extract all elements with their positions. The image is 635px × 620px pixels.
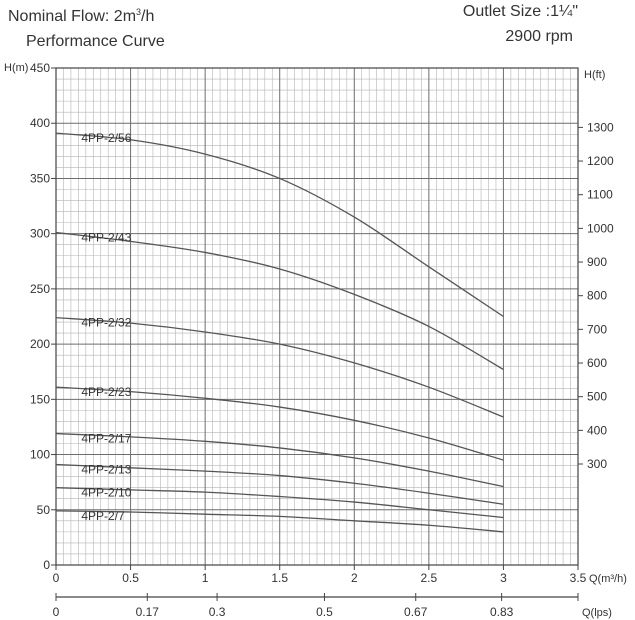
curve-4pp-2-10 xyxy=(55,487,504,519)
y-tick-label: 350 xyxy=(30,171,50,185)
curve-4pp-2-13 xyxy=(55,463,504,505)
nominal-flow-superscript: 3 xyxy=(136,7,142,17)
y2-tick-label: 1300 xyxy=(587,120,614,134)
curve-label-4pp-2-10: 4PP-2/10 xyxy=(81,486,131,500)
x-tick-label: 2 xyxy=(351,571,358,585)
x2-tick-label: 0.17 xyxy=(136,605,160,619)
x2-tick-label: 0.5 xyxy=(316,605,333,619)
y-tick-label: 250 xyxy=(30,282,50,296)
x-tick-label: 0 xyxy=(53,571,60,585)
curve-4pp-2-7 xyxy=(55,510,504,533)
y-tick-label: 0 xyxy=(43,558,50,572)
y-tick-label: 200 xyxy=(30,337,50,351)
curve-4pp-2-43 xyxy=(55,231,504,371)
nominal-flow-text: Nominal Flow: 2m xyxy=(8,8,137,25)
curve-labels: 4PP-2/56 4PP-2/43 4PP-2/32 4PP-2/23 4PP-2/17… xyxy=(81,131,131,523)
curve-4pp-2-56 xyxy=(55,132,504,318)
y2-tick-label: 1000 xyxy=(587,221,614,235)
curve-4pp-2-23 xyxy=(55,386,504,461)
plot-frame xyxy=(55,67,579,566)
grid-minor xyxy=(56,68,578,565)
tick-labels: 0501001502002503003504004503004005006007… xyxy=(30,61,614,619)
y-tick-label: 150 xyxy=(30,392,50,406)
x-axis-label: Q(m³/h) xyxy=(589,573,627,585)
y2-tick-label: 300 xyxy=(587,457,607,471)
x2-tick-label: 0.83 xyxy=(490,605,514,619)
y2-tick-label: 800 xyxy=(587,289,607,303)
x-tick-label: 0.5 xyxy=(122,571,139,585)
curve-series xyxy=(55,132,504,533)
y-tick-label: 50 xyxy=(37,503,51,517)
grid-major xyxy=(56,68,578,565)
x-tick-label: 1 xyxy=(202,571,209,585)
curve-label-4pp-2-43: 4PP-2/43 xyxy=(81,231,131,245)
curve-label-4pp-2-56: 4PP-2/56 xyxy=(81,131,131,145)
y2-tick-label: 600 xyxy=(587,356,607,370)
nominal-flow-unit: /h xyxy=(141,8,155,25)
x-tick-label: 3.5 xyxy=(570,571,587,585)
x-tick-label: 3 xyxy=(500,571,507,585)
y-tick-label: 400 xyxy=(30,116,50,130)
y2-axis-label: H(ft) xyxy=(584,69,605,81)
x2-tick-label: 0.3 xyxy=(209,605,226,619)
curve-4pp-2-32 xyxy=(55,316,504,418)
nominal-flow-title: Nominal Flow: 2m3/h xyxy=(8,3,154,26)
curve-label-4pp-2-13: 4PP-2/13 xyxy=(81,462,131,476)
axis-labels: H(m) H(ft) Q(m³/h) Q(lps) xyxy=(4,62,627,619)
performance-curve-label: Performance Curve xyxy=(26,33,165,50)
curve-label-4pp-2-32: 4PP-2/32 xyxy=(81,316,131,330)
curve-label-4pp-2-23: 4PP-2/23 xyxy=(81,385,131,399)
y-tick-label: 100 xyxy=(30,448,50,462)
x2-axis-label: Q(lps) xyxy=(582,607,612,619)
curve-label-4pp-2-7: 4PP-2/7 xyxy=(81,509,125,523)
curve-label-4pp-2-17: 4PP-2/17 xyxy=(81,432,131,446)
x2-tick-label: 0 xyxy=(53,605,60,619)
y2-tick-label: 700 xyxy=(587,322,607,336)
y-tick-label: 300 xyxy=(30,227,50,241)
x-tick-label: 2.5 xyxy=(421,571,438,585)
y-axis-label: H(m) xyxy=(4,62,28,74)
x2-tick-label: 0.67 xyxy=(404,605,428,619)
y2-tick-label: 400 xyxy=(587,423,607,437)
speed-label: 2900 rpm xyxy=(505,28,573,45)
y2-tick-label: 500 xyxy=(587,390,607,404)
y2-tick-label: 900 xyxy=(587,255,607,269)
y2-tick-label: 1200 xyxy=(587,154,614,168)
curve-4pp-2-17 xyxy=(55,432,504,488)
x-tick-label: 1.5 xyxy=(271,571,288,585)
y2-tick-label: 1100 xyxy=(587,188,613,202)
chart-axes xyxy=(51,67,583,601)
y-tick-label: 450 xyxy=(30,61,50,75)
outlet-size-label: Outlet Size :1¼" xyxy=(462,3,578,20)
